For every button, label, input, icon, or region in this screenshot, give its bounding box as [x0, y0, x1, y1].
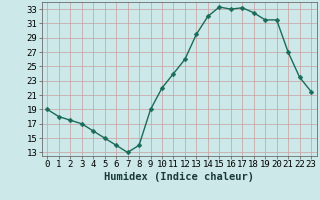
X-axis label: Humidex (Indice chaleur): Humidex (Indice chaleur) — [104, 172, 254, 182]
